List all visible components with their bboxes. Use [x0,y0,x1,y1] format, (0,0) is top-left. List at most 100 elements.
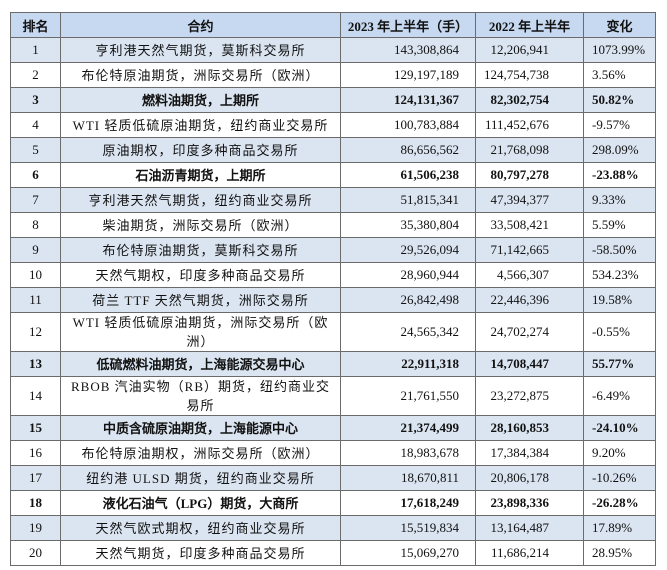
contract-cell: 燃料油期货，上期所 [60,87,341,113]
header-cell: 变化 [583,12,656,38]
volume-2023-cell: 35,380,804 [340,212,476,238]
table-row: 13 低硫燃料油期货，上海能源交易中心 22,911,318 14,708,447 55… [10,351,656,377]
change-cell: 50.82% [583,87,656,113]
volume-2022-cell: 33,508,421 [475,212,584,238]
table-row: 8 柴油期货，洲际交易所（欧洲） 35,380,804 33,508,421 5.59% [10,212,656,238]
rank-cell: 5 [10,137,61,163]
rank-cell: 16 [10,440,61,466]
rank-cell: 6 [10,162,61,188]
table-row: 19 天然气欧式期权，纽约商业交易所 15,519,834 13,164,487 17.… [10,515,656,541]
volume-2022-cell: 28,160,853 [475,415,584,441]
volume-2022-cell: 82,302,754 [475,87,584,113]
contract-cell: WTI 轻质低硫原油期货，洲际交易所（欧洲） [60,312,341,352]
table-row: 12 WTI 轻质低硫原油期货，洲际交易所（欧洲） 24,565,342 24,702… [10,312,656,352]
change-cell: 1073.99% [583,37,656,63]
volume-2022-cell: 12,206,941 [475,37,584,63]
volume-2022-cell: 47,394,377 [475,187,584,213]
volume-2023-cell: 22,911,318 [340,351,476,377]
volume-2023-cell: 28,960,944 [340,262,476,288]
change-cell: 298.09% [583,137,656,163]
rank-cell: 18 [10,490,61,516]
header-cell: 合约 [60,12,341,38]
rank-cell: 8 [10,212,61,238]
volume-2022-cell: 20,806,178 [475,465,584,491]
volume-2023-cell: 24,565,342 [340,312,476,352]
header-row: 排名 合约 2023 年上半年（手） 2022 年上半年 变化 [10,12,656,38]
rank-cell: 4 [10,112,61,138]
volume-2022-cell: 4,566,307 [475,262,584,288]
rank-cell: 17 [10,465,61,491]
contract-cell: 天然气期权，印度多种商品交易所 [60,262,341,288]
volume-2022-cell: 17,384,384 [475,440,584,466]
volume-2022-cell: 124,754,738 [475,62,584,88]
contract-cell: RBOB 汽油实物（RB）期货，纽约商业交易所 [60,376,341,416]
table-row: 2 布伦特原油期货，洲际交易所（欧洲） 129,197,189 124,754,738… [10,62,656,88]
table-row: 9 布伦特原油期货，莫斯科交易所 29,526,094 71,142,665 -58.5… [10,237,656,263]
rank-cell: 13 [10,351,61,377]
volume-2023-cell: 124,131,367 [340,87,476,113]
table-row: 1 亨利港天然气期货，莫斯科交易所 143,308,864 12,206,941 107… [10,37,656,63]
volume-2022-cell: 80,797,278 [475,162,584,188]
volume-2022-cell: 11,686,214 [475,540,584,566]
rank-cell: 10 [10,262,61,288]
table-body: 1 亨利港天然气期货，莫斯科交易所 143,308,864 12,206,941 107… [10,37,656,566]
volume-2023-cell: 21,761,550 [340,376,476,416]
change-cell: 19.58% [583,287,656,313]
change-cell: -24.10% [583,415,656,441]
rank-cell: 9 [10,237,61,263]
table-row: 5 原油期权，印度多种商品交易所 86,656,562 21,768,098 298.0… [10,137,656,163]
table-row: 10 天然气期权，印度多种商品交易所 28,960,944 4,566,307 534.… [10,262,656,288]
table-row: 4 WTI 轻质低硫原油期货，纽约商业交易所 100,783,884 111,452,… [10,112,656,138]
rank-cell: 3 [10,87,61,113]
change-cell: -6.49% [583,376,656,416]
table-row: 18 液化石油气（LPG）期货，大商所 17,618,249 23,898,336 -2… [10,490,656,516]
table-row: 17 纽约港 ULSD 期货，纽约商业交易所 18,670,811 20,806,17… [10,465,656,491]
change-cell: 3.56% [583,62,656,88]
table-row: 6 石油沥青期货，上期所 61,506,238 80,797,278 -23.88% [10,162,656,188]
table-row: 7 亨利港天然气期货，纽约商业交易所 51,815,341 47,394,377 9.3… [10,187,656,213]
header-cell: 2023 年上半年（手） [340,12,476,38]
table-row: 15 中质含硫原油期货，上海能源中心 21,374,499 28,160,853 -24… [10,415,656,441]
change-cell: 28.95% [583,540,656,566]
contract-cell: 荷兰 TTF 天然气期货，洲际交易所 [60,287,341,313]
rank-cell: 1 [10,37,61,63]
contract-cell: 亨利港天然气期货，纽约商业交易所 [60,187,341,213]
contract-cell: 柴油期货，洲际交易所（欧洲） [60,212,341,238]
volume-2023-cell: 21,374,499 [340,415,476,441]
volume-2022-cell: 24,702,274 [475,312,584,352]
table-row: 3 燃料油期货，上期所 124,131,367 82,302,754 50.82% [10,87,656,113]
volume-2022-cell: 22,446,396 [475,287,584,313]
change-cell: 5.59% [583,212,656,238]
header-cell: 排名 [10,12,61,38]
header-cell: 2022 年上半年 [475,12,584,38]
rank-cell: 15 [10,415,61,441]
contract-cell: WTI 轻质低硫原油期货，纽约商业交易所 [60,112,341,138]
change-cell: -10.26% [583,465,656,491]
change-cell: 55.77% [583,351,656,377]
volume-2023-cell: 100,783,884 [340,112,476,138]
volume-2023-cell: 26,842,498 [340,287,476,313]
contract-cell: 原油期权，印度多种商品交易所 [60,137,341,163]
contract-cell: 天然气欧式期权，纽约商业交易所 [60,515,341,541]
table-row: 16 布伦特原油期权，洲际交易所（欧洲） 18,983,678 17,384,384 9… [10,440,656,466]
volume-2023-cell: 15,519,834 [340,515,476,541]
change-cell: -26.28% [583,490,656,516]
volume-2023-cell: 129,197,189 [340,62,476,88]
volume-2022-cell: 23,272,875 [475,376,584,416]
table-row: 11 荷兰 TTF 天然气期货，洲际交易所 26,842,498 22,446,396… [10,287,656,313]
ranking-table: 排名 合约 2023 年上半年（手） 2022 年上半年 变化 1 亨利港天然气期货，莫斯… [10,12,656,566]
volume-2023-cell: 51,815,341 [340,187,476,213]
rank-cell: 7 [10,187,61,213]
volume-2023-cell: 29,526,094 [340,237,476,263]
change-cell: 534.23% [583,262,656,288]
change-cell: -23.88% [583,162,656,188]
contract-cell: 天然气期货，印度多种商品交易所 [60,540,341,566]
volume-2023-cell: 18,983,678 [340,440,476,466]
rank-cell: 20 [10,540,61,566]
volume-2022-cell: 23,898,336 [475,490,584,516]
volume-2022-cell: 14,708,447 [475,351,584,377]
change-cell: 9.33% [583,187,656,213]
contract-cell: 布伦特原油期权，洲际交易所（欧洲） [60,440,341,466]
contract-cell: 纽约港 ULSD 期货，纽约商业交易所 [60,465,341,491]
